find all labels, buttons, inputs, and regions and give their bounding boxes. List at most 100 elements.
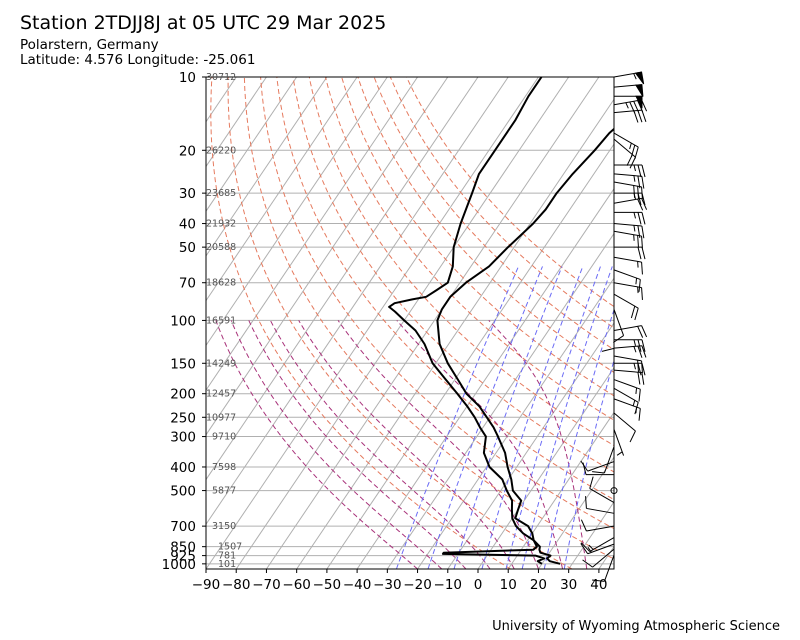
barb-feather xyxy=(641,212,646,225)
temperature-profile xyxy=(436,127,614,565)
barb-half-feather xyxy=(616,451,623,456)
barb-feather xyxy=(580,543,589,555)
barb-feather xyxy=(641,345,647,358)
x-tick-label: −60 xyxy=(282,577,311,593)
barb-half-feather xyxy=(633,164,636,172)
y-tick-label: 1000 xyxy=(162,557,196,573)
station-location: Polarstern, Germany xyxy=(20,37,159,53)
isotherm-gridline xyxy=(206,77,539,569)
wind-barb xyxy=(613,293,639,321)
wind-barb xyxy=(613,138,636,169)
wind-barb xyxy=(613,345,647,358)
barb-feather xyxy=(641,225,645,239)
barb-half-feather xyxy=(635,278,638,285)
mixing-ratio-line xyxy=(453,266,563,569)
barb-feather xyxy=(641,176,645,189)
barb-feather xyxy=(585,496,587,509)
y-tick-label: 850 xyxy=(170,540,196,556)
barb-feather xyxy=(637,345,643,358)
isotherm-gridline xyxy=(206,77,237,123)
barb-feather xyxy=(637,212,642,225)
wind-barb xyxy=(592,446,615,474)
wind-barb xyxy=(580,537,615,553)
barb-half-feather xyxy=(633,363,636,370)
barb-feather xyxy=(637,110,643,123)
dry-adiabat xyxy=(243,77,614,560)
barb-feather xyxy=(638,389,641,402)
dry-adiabat xyxy=(292,77,614,473)
wind-barb xyxy=(613,325,648,338)
barb-half-feather xyxy=(588,544,594,550)
barb-half-feather xyxy=(635,387,638,394)
dry-adiabat xyxy=(210,77,511,569)
y-tick-label: 10 xyxy=(179,70,196,86)
x-tick-label: 10 xyxy=(500,577,517,593)
barb-feather xyxy=(626,154,633,166)
isotherm-gridline xyxy=(538,456,614,569)
mixing-ratio-line xyxy=(563,358,614,569)
barb-feather xyxy=(601,347,615,352)
chart-title: Station 2TDJJ8J at 05 UTC 29 Mar 2025 xyxy=(20,12,387,34)
moist-adiabat xyxy=(230,320,443,569)
barb-staff xyxy=(613,269,641,280)
isotherm-gridline xyxy=(206,77,388,347)
barb-half-feather xyxy=(633,339,636,346)
isotherm-gridline xyxy=(598,545,614,569)
moist-adiabat xyxy=(396,320,564,569)
wind-barb xyxy=(613,84,644,97)
barb-feather xyxy=(633,110,639,123)
mixing-ratio-line xyxy=(427,266,543,569)
isotherm-gridline xyxy=(417,277,614,569)
height-label: 20588 xyxy=(206,242,236,253)
y-tick-label: 500 xyxy=(170,484,196,500)
barb-staff xyxy=(613,412,636,432)
height-label: 14249 xyxy=(206,358,236,369)
wind-barb xyxy=(582,548,615,568)
barb-feather xyxy=(637,247,642,260)
isotherm-gridline xyxy=(568,501,614,569)
wind-barb xyxy=(613,398,641,421)
barb-staff xyxy=(613,309,625,336)
barb-pennant xyxy=(635,84,644,97)
moist-adiabat xyxy=(337,320,539,569)
wind-barb xyxy=(613,379,641,402)
barb-staff xyxy=(589,488,615,503)
dry-adiabat xyxy=(227,77,573,569)
y-tick-label: 925 xyxy=(170,549,196,565)
barb-feather xyxy=(637,235,640,248)
isotherm-gridline xyxy=(356,187,614,569)
barb-staff xyxy=(613,181,642,188)
wind-barb xyxy=(613,197,648,211)
mixing-ratio-line xyxy=(543,308,614,569)
isotherm-gridline xyxy=(386,232,614,569)
wind-barb xyxy=(585,496,615,514)
barb-feather xyxy=(589,476,594,489)
wind-barb xyxy=(613,256,643,275)
wind-barb xyxy=(614,246,646,260)
barb-staff xyxy=(603,554,615,582)
barb-half-feather xyxy=(633,212,636,219)
wind-barb xyxy=(613,132,639,160)
barb-feather xyxy=(641,164,646,178)
barb-feather xyxy=(641,99,648,112)
wind-barb xyxy=(613,269,641,292)
y-tick-label: 200 xyxy=(170,387,196,403)
y-tick-label: 20 xyxy=(179,143,196,159)
gridlines xyxy=(206,77,614,569)
wind-barb xyxy=(614,192,646,206)
barb-staff xyxy=(613,99,642,106)
x-tick-label: −90 xyxy=(192,577,221,593)
barb-half-feather xyxy=(635,407,638,414)
barb-feather xyxy=(641,236,643,249)
barb-staff xyxy=(613,355,642,362)
y-tick-label: 40 xyxy=(179,217,196,233)
isotherm-gridline xyxy=(206,77,449,436)
barb-staff xyxy=(589,537,615,553)
barb-staff xyxy=(613,387,639,403)
wind-barb xyxy=(614,339,646,352)
height-label: 12457 xyxy=(206,389,236,400)
dry-adiabat xyxy=(276,77,614,501)
height-label: 10977 xyxy=(206,412,236,423)
height-label: 16591 xyxy=(206,315,236,326)
y-tick-label: 50 xyxy=(179,240,196,256)
